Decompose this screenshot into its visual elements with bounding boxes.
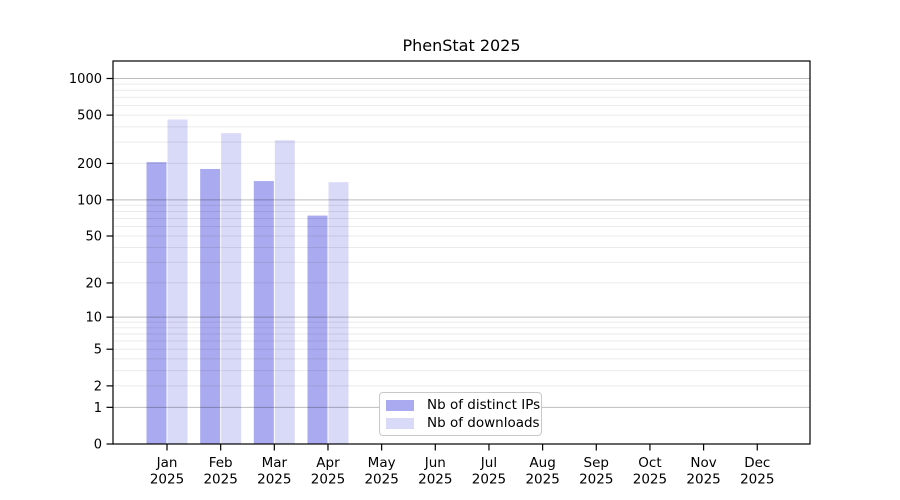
y-tick-label: 2 xyxy=(94,379,102,394)
x-tick-label-year: 2025 xyxy=(257,472,291,488)
x-tick-label-month-dec: Dec xyxy=(744,455,770,471)
bar-mar-nb-of-distinct-ips xyxy=(253,181,274,444)
x-tick-label-year: 2025 xyxy=(418,472,452,488)
x-tick-label-year: 2025 xyxy=(633,472,667,488)
y-tick-label: 1000 xyxy=(69,72,102,87)
y-tick-label: 100 xyxy=(77,193,102,208)
x-tick-label-year: 2025 xyxy=(740,472,774,488)
x-tick-label-year: 2025 xyxy=(686,472,720,488)
legend-swatch-downloads xyxy=(386,417,414,429)
x-tick-label-month-nov: Nov xyxy=(690,455,716,471)
x-tick-label-year: 2025 xyxy=(311,472,345,488)
legend-swatch-distinct-ips xyxy=(386,399,414,411)
y-tick-label: 20 xyxy=(85,276,102,291)
x-tick-label-month-oct: Oct xyxy=(638,455,661,471)
bar-jan-nb-of-distinct-ips xyxy=(146,162,167,444)
x-tick-label-year: 2025 xyxy=(472,472,506,488)
y-tick-label: 1 xyxy=(94,401,102,416)
bar-feb-nb-of-downloads xyxy=(221,133,242,445)
x-tick-label-month-feb: Feb xyxy=(209,455,233,471)
bars-layer xyxy=(146,119,349,445)
bar-apr-nb-of-distinct-ips xyxy=(307,215,328,444)
x-tick-label-year: 2025 xyxy=(364,472,398,488)
x-tick-label-month-apr: Apr xyxy=(316,455,340,471)
x-tick-label-month-mar: Mar xyxy=(262,455,288,471)
x-tick-label-year: 2025 xyxy=(525,472,559,488)
bar-mar-nb-of-downloads xyxy=(274,140,295,444)
y-tick-label: 5 xyxy=(94,343,102,358)
bar-apr-nb-of-downloads xyxy=(328,182,349,445)
x-tick-label-year: 2025 xyxy=(150,472,184,488)
x-tick-label-year: 2025 xyxy=(203,472,237,488)
y-tick-label: 200 xyxy=(77,157,102,172)
x-tick-label-month-jun: Jun xyxy=(424,455,446,471)
chart-legend: Nb of distinct IPs Nb of downloads xyxy=(379,392,542,436)
y-tick-label: 50 xyxy=(85,229,102,244)
y-tick-label: 0 xyxy=(94,438,102,453)
x-tick-label-month-jul: Jul xyxy=(480,455,497,471)
bar-feb-nb-of-distinct-ips xyxy=(200,168,221,444)
plot-border xyxy=(112,60,811,445)
bar-jan-nb-of-downloads xyxy=(167,119,188,445)
x-axis: Jan2025Feb2025Mar2025Apr2025May2025Jun20… xyxy=(150,444,774,488)
y-tick-label: 500 xyxy=(77,109,102,124)
legend-label-distinct-ips: Nb of distinct IPs xyxy=(427,397,541,413)
legend-item-downloads: Nb of downloads xyxy=(386,415,540,431)
y-axis: 0 1 2 5 10 20 50 100 200 500 1000 xyxy=(69,72,113,453)
legend-item-distinct-ips: Nb of distinct IPs xyxy=(386,397,540,413)
x-tick-label-month-sep: Sep xyxy=(584,455,609,471)
x-tick-label-year: 2025 xyxy=(579,472,613,488)
y-tick-label: 10 xyxy=(85,311,102,326)
x-tick-label-month-may: May xyxy=(368,455,396,471)
x-tick-label-month-aug: Aug xyxy=(529,455,555,471)
x-tick-label-month-jan: Jan xyxy=(156,455,178,471)
chart-title: PhenStat 2025 xyxy=(402,36,521,55)
gridlines-layer xyxy=(113,78,810,408)
legend-label-downloads: Nb of downloads xyxy=(427,415,540,431)
